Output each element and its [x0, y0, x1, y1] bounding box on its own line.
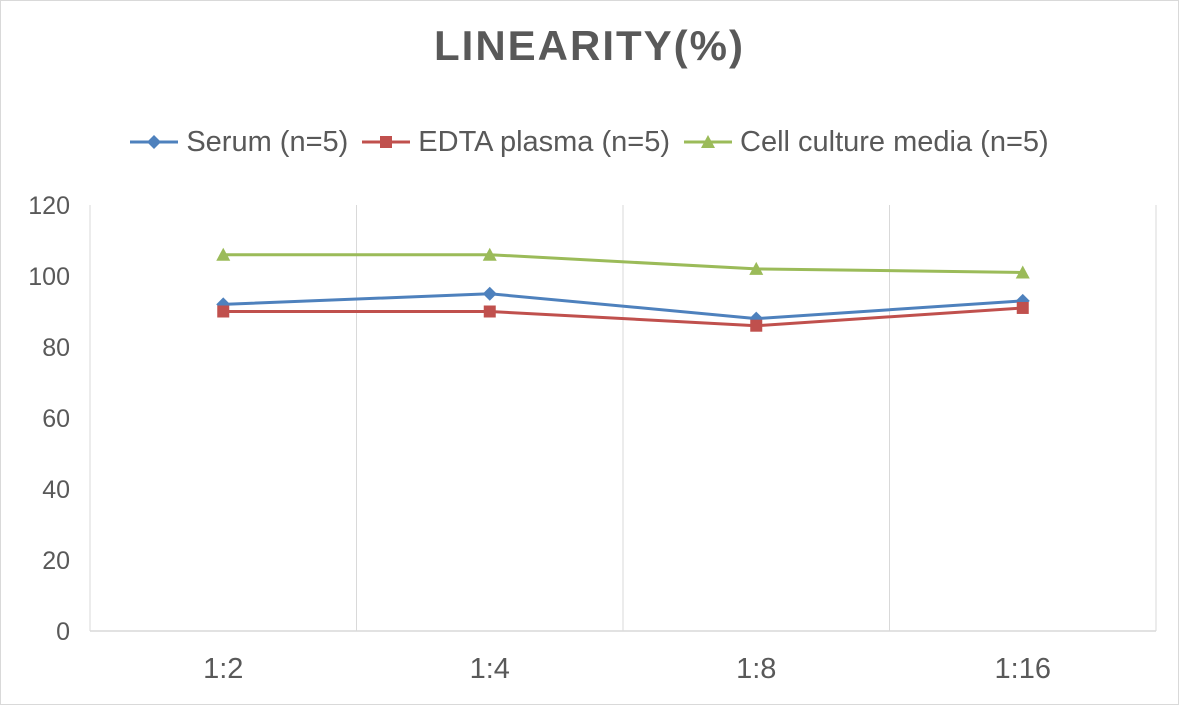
data-point-edta-plasma	[217, 305, 230, 318]
y-tick-label: 60	[42, 405, 70, 433]
legend-item-cell-culture-media: Cell culture media (n=5)	[684, 126, 1049, 159]
series-line-edta-plasma	[223, 306, 1023, 328]
legend-label-cell-culture-media: Cell culture media (n=5)	[740, 125, 1049, 158]
legend-item-serum: Serum (n=5)	[130, 126, 348, 159]
y-tick-label: 100	[28, 263, 70, 291]
data-point-edta-plasma	[750, 319, 763, 332]
y-tick-label: 80	[42, 334, 70, 362]
series-line-serum	[223, 292, 1023, 321]
y-tick-label: 40	[42, 476, 70, 504]
legend-item-edta-plasma: EDTA plasma (n=5)	[362, 126, 670, 159]
chart-title: LINEARITY(%)	[434, 22, 745, 69]
data-point-serum	[482, 286, 497, 301]
data-point-edta-plasma	[483, 305, 496, 318]
data-point-cell-culture-media	[749, 261, 764, 275]
legend-swatch-edta-plasma	[362, 136, 411, 148]
series-line-cell-culture-media	[223, 253, 1023, 274]
x-tick-label: 1:16	[995, 653, 1051, 685]
legend-label-edta-plasma: EDTA plasma (n=5)	[418, 125, 670, 158]
legend-swatch-cell-culture-media	[684, 135, 732, 148]
data-point-cell-culture-media	[1015, 265, 1030, 279]
x-tick-label: 1:4	[470, 653, 510, 685]
legend-swatch-serum	[130, 135, 179, 149]
data-point-cell-culture-media	[216, 247, 231, 261]
legend-label-serum: Serum (n=5)	[186, 125, 349, 158]
x-tick-label: 1:8	[736, 653, 776, 685]
y-tick-label: 0	[56, 618, 70, 646]
x-tick-label: 1:2	[203, 653, 243, 685]
data-point-edta-plasma	[1016, 301, 1029, 314]
data-point-cell-culture-media	[482, 247, 497, 261]
legend: Serum (n=5) EDTA plasma (n=5) Cell cultu…	[0, 122, 1179, 162]
y-tick-label: 120	[28, 192, 70, 220]
y-tick-label: 20	[42, 547, 70, 575]
